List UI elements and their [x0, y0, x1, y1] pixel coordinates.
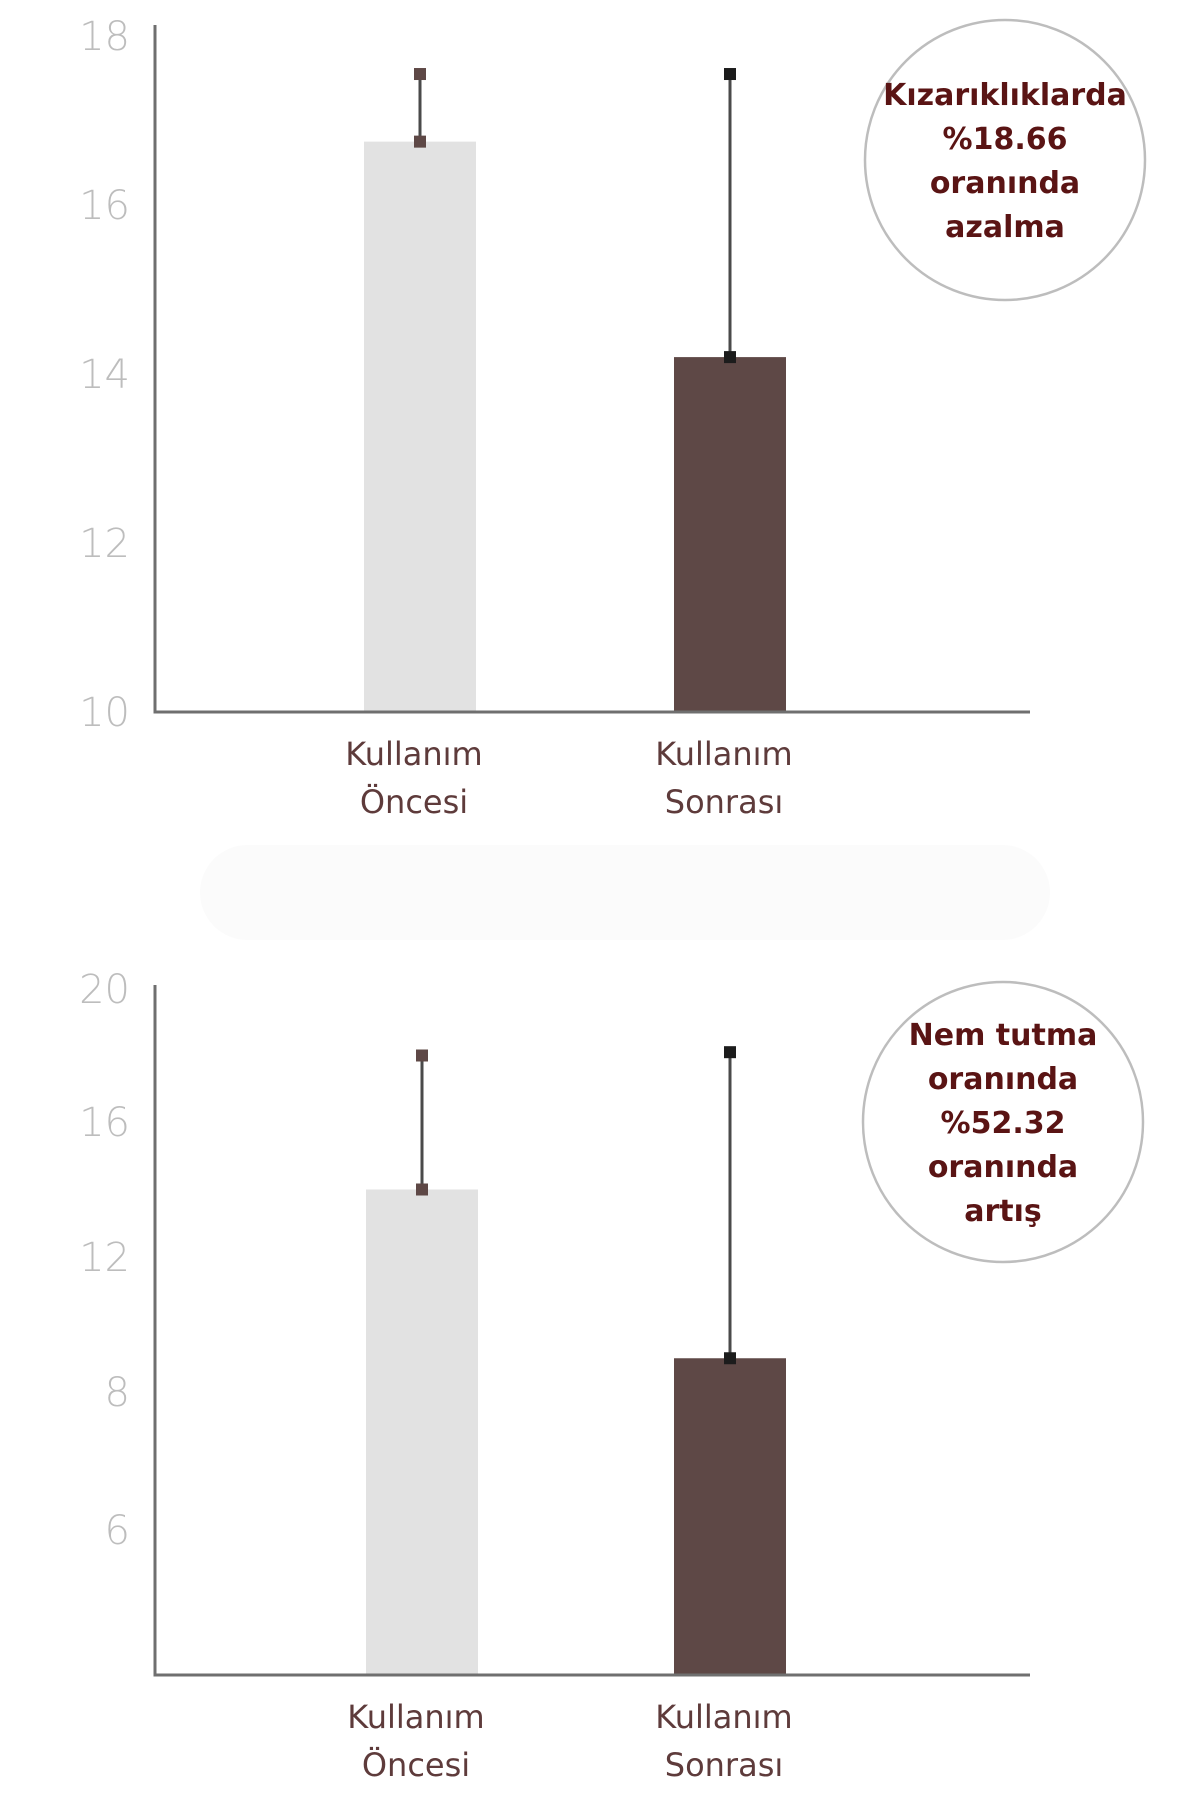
annotation-text: %18.66 [943, 122, 1068, 157]
category-label: Kullanım [655, 735, 792, 773]
error-cap-top-0 [414, 68, 426, 81]
error-cap-bottom-1 [724, 351, 736, 364]
annotation-text: oranında [928, 1062, 1078, 1097]
error-cap-bottom-1 [724, 1352, 736, 1365]
bar-chart-moisture: 6 8 12 16 20 Kullanım Öncesi Kullanım Sonrası Nem… [79, 967, 1145, 1784]
bar-0 [366, 1189, 478, 1675]
annotation-badge [861, 980, 1145, 1264]
annotation-text: artış [964, 1194, 1042, 1229]
bar-1 [674, 357, 786, 712]
annotation-text: %52.32 [941, 1106, 1066, 1141]
bar-0 [364, 141, 476, 712]
y-tick-label: 14 [79, 352, 130, 398]
category-label: Kullanım [345, 735, 482, 773]
y-tick-label: 8 [105, 1370, 130, 1416]
category-label: Sonrası [665, 783, 784, 821]
axis-lines [153, 25, 1030, 714]
y-tick-label: 12 [79, 1235, 130, 1281]
error-cap-top-0 [416, 1049, 428, 1062]
y-tick-label: 16 [79, 1100, 130, 1146]
category-label: Kullanım [655, 1698, 792, 1736]
category-label: Öncesi [362, 1746, 470, 1784]
y-tick-label: 16 [79, 183, 130, 229]
category-label: Öncesi [360, 783, 468, 821]
error-cap-top-1 [724, 68, 736, 81]
category-label: Kullanım [347, 1698, 484, 1736]
bar-chart-redness: 10 12 14 16 18 Kullanım Öncesi Kullanım Sonrası K… [79, 14, 1147, 821]
axis-lines [153, 985, 1030, 1677]
error-cap-top-1 [724, 1046, 736, 1059]
annotation-text: azalma [945, 210, 1065, 245]
annotation-text: Nem tutma [909, 1018, 1098, 1053]
y-tick-label: 12 [79, 521, 130, 567]
category-label: Sonrası [665, 1746, 784, 1784]
bar-1 [674, 1358, 786, 1675]
annotation-badge [863, 18, 1147, 302]
annotation-text: oranında [930, 166, 1080, 201]
error-cap-bottom-0 [416, 1183, 428, 1196]
annotation-text: Kızarıklıklarda [883, 78, 1127, 113]
annotation-text: oranında [928, 1150, 1078, 1185]
error-cap-bottom-0 [414, 135, 426, 148]
y-tick-label: 20 [79, 967, 130, 1013]
y-tick-label: 18 [79, 14, 130, 60]
y-tick-label: 6 [105, 1508, 130, 1554]
divider-band [200, 845, 1050, 940]
y-tick-label: 10 [79, 690, 130, 736]
